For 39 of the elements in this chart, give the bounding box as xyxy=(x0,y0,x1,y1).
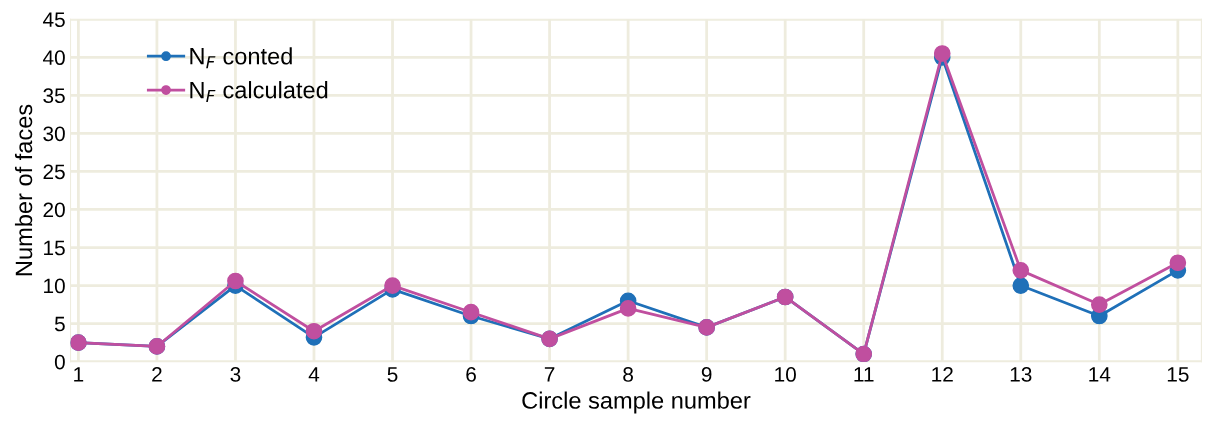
x-tick-label: 3 xyxy=(230,367,241,382)
point xyxy=(1090,296,1108,313)
point xyxy=(384,277,401,294)
x-tick-label: 5 xyxy=(387,367,398,382)
y-tick-label: 0 xyxy=(54,354,65,370)
x-tick-label: 4 xyxy=(308,367,320,382)
legend-label: N$_{F}$ calculated xyxy=(190,81,328,103)
x-tick-label: 15 xyxy=(1167,367,1189,382)
y-tick-label: 20 xyxy=(43,202,65,218)
x-axis-title: Circle sample number xyxy=(522,391,751,414)
point xyxy=(933,45,951,62)
point xyxy=(1012,277,1030,294)
x-tick-label: 10 xyxy=(775,367,796,382)
y-tick-label: 45 xyxy=(42,12,65,28)
x-tick-label: 6 xyxy=(466,367,476,382)
y-tick-label: 10 xyxy=(44,278,65,294)
point xyxy=(1012,262,1030,279)
x-tick-label: 9 xyxy=(701,367,712,382)
y-tick-label: 25 xyxy=(43,164,65,180)
x-tick-label: 2 xyxy=(152,367,162,382)
legend-label: N$_{F}$ conted xyxy=(190,47,292,69)
y-axis-title: Number of faces xyxy=(14,104,33,276)
x-tick-label: 14 xyxy=(1089,367,1111,382)
y-tick-label: 5 xyxy=(54,316,65,332)
x-tick-label: 12 xyxy=(932,367,953,382)
x-tick-label: 7 xyxy=(544,367,555,382)
point xyxy=(1169,254,1187,272)
x-tick-label: 11 xyxy=(854,367,874,382)
x-tick-label: 13 xyxy=(1010,367,1032,382)
x-tick-label: 8 xyxy=(623,367,633,382)
point xyxy=(619,300,637,317)
y-tick-label: 40 xyxy=(42,50,65,66)
y-tick-label: 35 xyxy=(43,88,65,104)
y-tick-label: 30 xyxy=(43,126,65,142)
point xyxy=(462,303,480,321)
y-tick-label: 15 xyxy=(44,240,65,256)
point xyxy=(305,322,323,340)
x-tick-label: 1 xyxy=(74,367,84,382)
point xyxy=(227,272,244,290)
